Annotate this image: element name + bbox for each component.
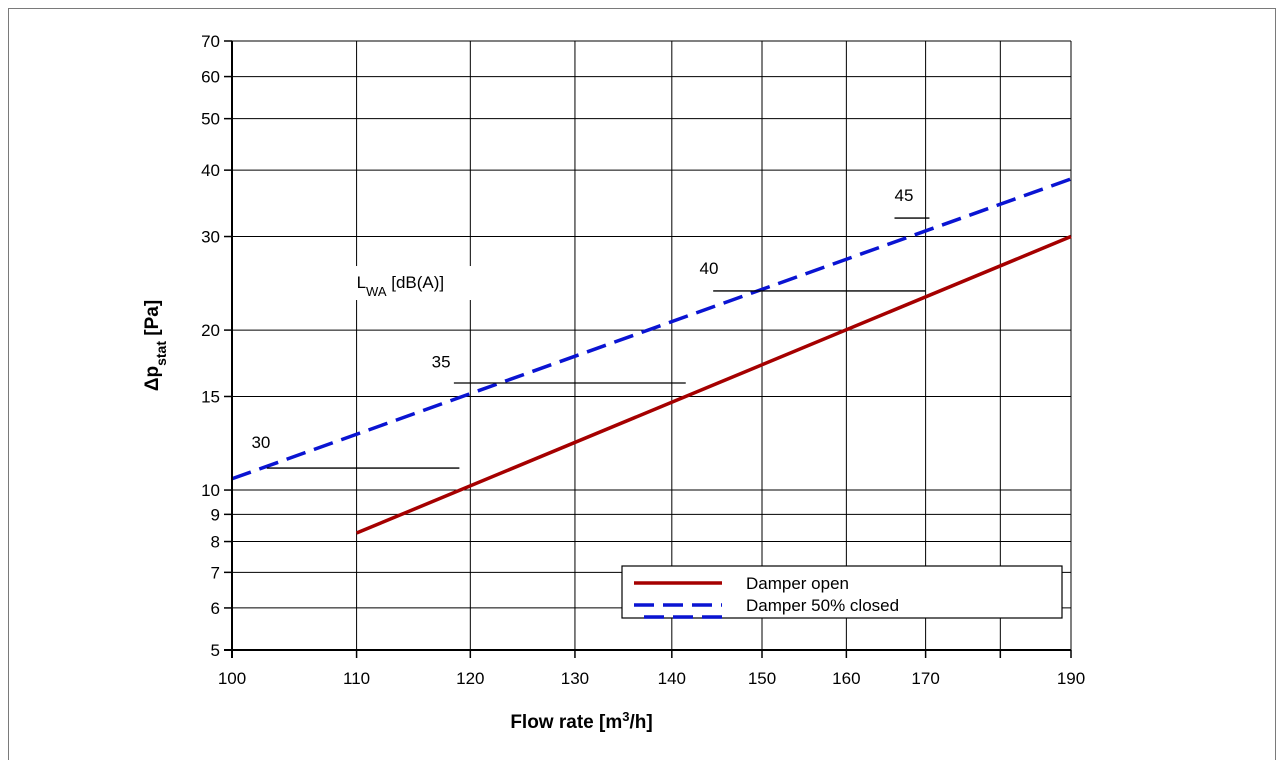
x-tick-label-190: 190 bbox=[1057, 669, 1085, 688]
grid-layer bbox=[231, 40, 1072, 651]
y-tick-label-9: 9 bbox=[211, 505, 220, 524]
sound-level-label-35: 35 bbox=[432, 353, 451, 372]
sound-level-label-40: 40 bbox=[700, 259, 719, 278]
sound-level-title-sub: WA bbox=[366, 284, 387, 299]
sound-level-label-45: 45 bbox=[894, 186, 913, 205]
y-tick-label-60: 60 bbox=[201, 68, 220, 87]
legend-box bbox=[621, 565, 1063, 619]
series-layer bbox=[231, 177, 1072, 535]
sound-level-title-main: L bbox=[357, 273, 366, 292]
legend-label-1: Damper 50% closed bbox=[746, 596, 899, 615]
legend-label-0: Damper open bbox=[746, 574, 849, 593]
sound-level-label-30: 30 bbox=[251, 433, 270, 452]
y-tick-label-40: 40 bbox=[201, 161, 220, 180]
y-tick-label-5: 5 bbox=[211, 641, 220, 660]
x-axis-title: Flow rate [m3/h] bbox=[510, 709, 652, 734]
axis-layer: 5 6 7 8 9 10 15 20 30 40 50 60 70 100 110 120 130 140 150 1… bbox=[201, 32, 1085, 688]
x-tick-label-170: 170 bbox=[911, 669, 939, 688]
sound-level-title-backing bbox=[350, 266, 511, 301]
legend: Damper open Damper 50% closed bbox=[621, 565, 1063, 619]
y-tick-label-15: 15 bbox=[201, 387, 220, 406]
series-line-1 bbox=[231, 177, 1072, 481]
y-tick-label-20: 20 bbox=[201, 321, 220, 340]
sound-level-title: LWA [dB(A)] bbox=[357, 273, 445, 299]
y-tick-label-50: 50 bbox=[201, 110, 220, 129]
y-axis-title-sub: stat bbox=[153, 341, 169, 366]
x-tick-label-100: 100 bbox=[218, 669, 246, 688]
y-axis-title-end: [Pa] bbox=[142, 300, 163, 341]
x-tick-label-130: 130 bbox=[561, 669, 589, 688]
x-axis-title-end: /h] bbox=[629, 712, 652, 733]
y-tick-label-6: 6 bbox=[211, 599, 220, 618]
y-axis-title: Δpstat [Pa] bbox=[142, 300, 169, 391]
x-tick-label-150: 150 bbox=[748, 669, 776, 688]
y-tick-label-30: 30 bbox=[201, 228, 220, 247]
y-tick-label-10: 10 bbox=[201, 481, 220, 500]
chart-frame bbox=[8, 8, 1276, 760]
sound-level-title-rest: [dB(A)] bbox=[387, 273, 445, 292]
y-tick-label-7: 7 bbox=[211, 563, 220, 582]
x-tick-label-140: 140 bbox=[658, 669, 686, 688]
x-tick-label-110: 110 bbox=[343, 669, 370, 688]
x-tick-label-120: 120 bbox=[456, 669, 484, 688]
x-axis-title-sup: 3 bbox=[622, 709, 629, 724]
annotation-layer: 30 35 40 45 bbox=[251, 186, 930, 469]
y-axis-title-main: Δp bbox=[142, 366, 163, 391]
x-axis-title-main: Flow rate [m bbox=[510, 712, 622, 733]
series-line-0 bbox=[355, 234, 1072, 535]
x-tick-label-160: 160 bbox=[832, 669, 860, 688]
y-tick-label-8: 8 bbox=[211, 533, 220, 552]
y-tick-label-70: 70 bbox=[201, 32, 220, 51]
